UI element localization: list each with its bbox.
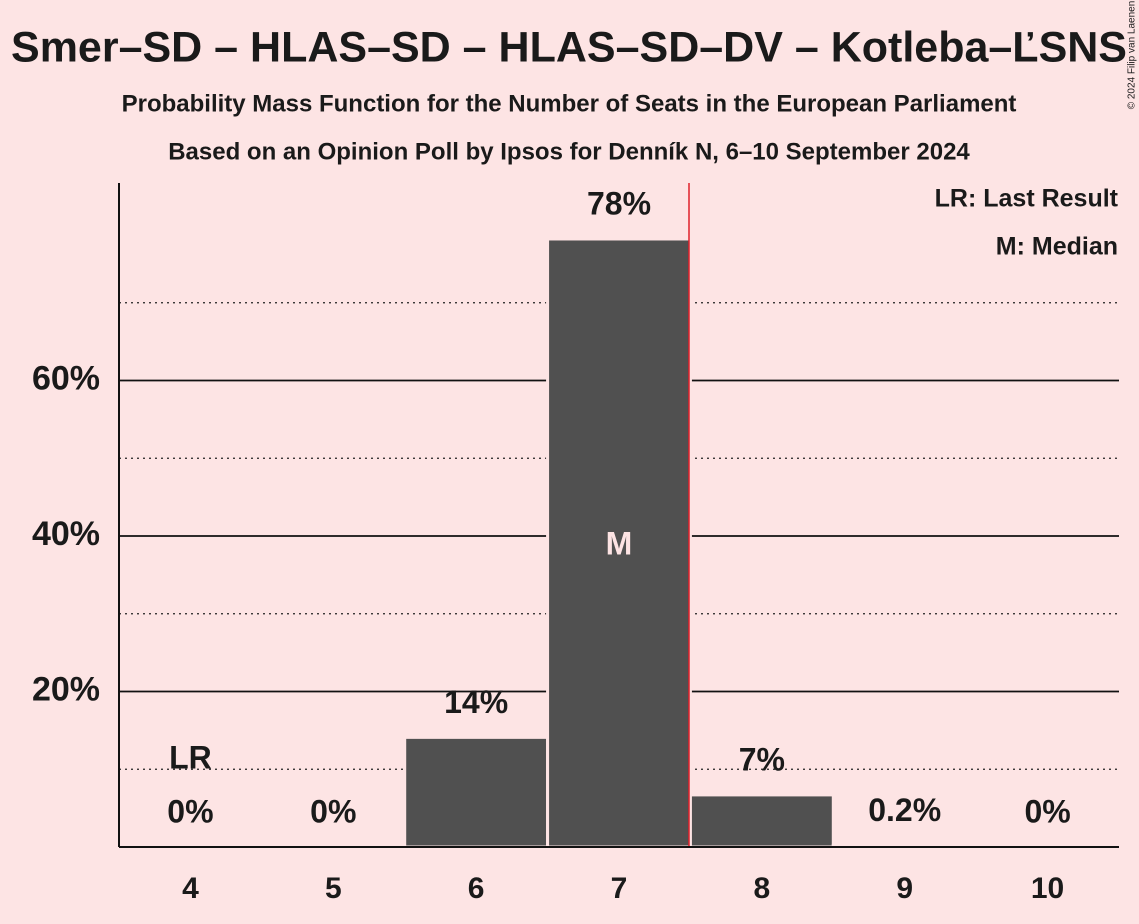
value-label: 0% [310, 793, 356, 829]
value-label: 0% [167, 793, 213, 829]
copyright: © 2024 Filip van Laenen [1127, 1, 1138, 110]
bar [688, 793, 835, 849]
y-tick-label: 60% [32, 359, 100, 397]
value-label: 78% [587, 185, 651, 221]
chart-subtitle: Probability Mass Function for the Number… [122, 90, 1017, 117]
legend-entry: M: Median [996, 233, 1118, 261]
x-tick-label: 7 [611, 872, 628, 905]
x-tick-label: 8 [754, 872, 771, 905]
bar [403, 735, 550, 849]
value-label: 0.2% [868, 792, 941, 828]
y-tick-label: 40% [32, 515, 100, 553]
x-tick-label: 5 [325, 872, 342, 905]
chart-title: Smer–SD – HLAS–SD – HLAS–SD–DV – Kotleba… [11, 23, 1127, 71]
bar [546, 237, 692, 849]
value-label: 14% [444, 684, 508, 720]
x-tick-label: 9 [896, 872, 913, 905]
x-tick-label: 10 [1031, 872, 1064, 905]
value-label: 7% [739, 741, 785, 777]
last-result-marker: LR [169, 739, 212, 775]
x-tick-label: 6 [468, 872, 485, 905]
value-label: 0% [1024, 793, 1070, 829]
legend-entry: LR: Last Result [935, 185, 1119, 213]
x-tick-label: 4 [182, 872, 199, 905]
median-marker: M [606, 525, 633, 561]
chart-caption: Based on an Opinion Poll by Ipsos for De… [168, 138, 970, 165]
y-tick-label: 20% [32, 670, 100, 708]
